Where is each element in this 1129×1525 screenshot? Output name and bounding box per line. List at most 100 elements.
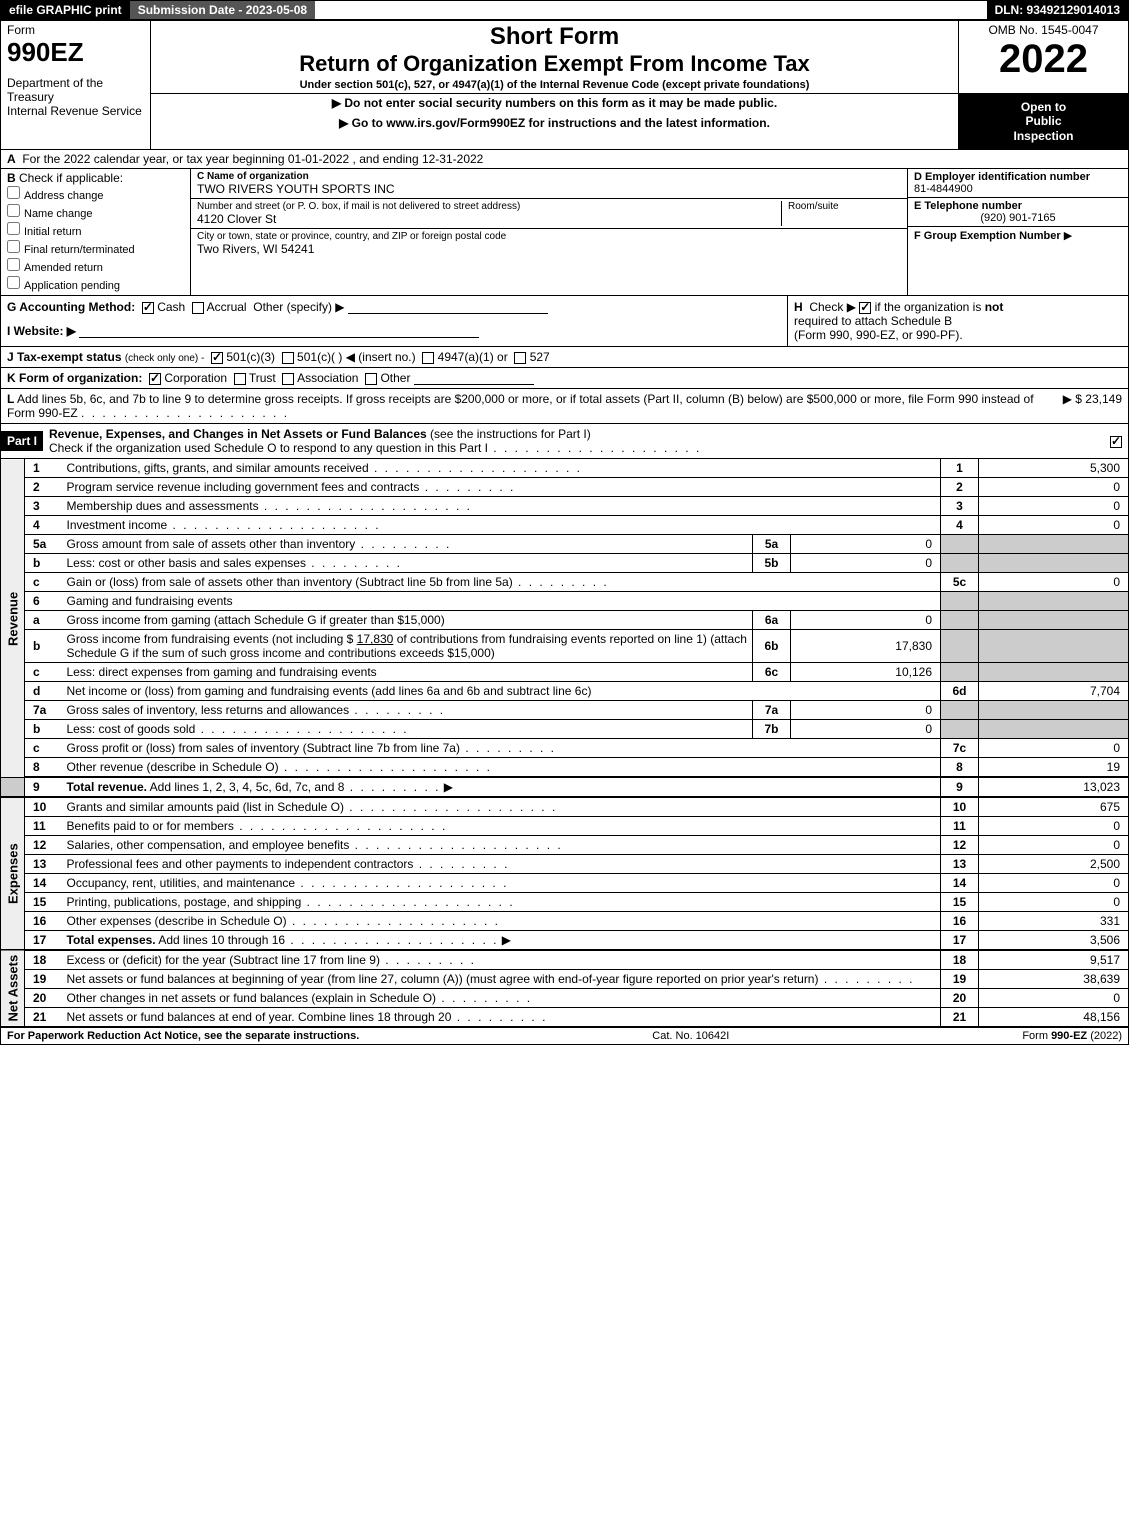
line-20-val: 0 [979, 989, 1129, 1008]
check-527[interactable] [514, 352, 526, 364]
line-15-val: 0 [979, 893, 1129, 912]
gross-receipts: ▶ $ 23,149 [1055, 392, 1122, 420]
part-i-header: Part I Revenue, Expenses, and Changes in… [0, 424, 1129, 459]
other-specify-field[interactable] [348, 300, 548, 314]
footer-right: Form 990-EZ (2022) [1022, 1030, 1122, 1042]
check-final-return[interactable]: Final return/terminated [7, 239, 184, 257]
g-h-row: G Accounting Method: Cash Accrual Other … [0, 296, 1129, 347]
check-cash[interactable] [142, 302, 154, 314]
f-label: F Group Exemption Number [914, 230, 1061, 242]
footer-left: For Paperwork Reduction Act Notice, see … [7, 1030, 359, 1042]
check-accrual[interactable] [192, 302, 204, 314]
line-6d-val: 7,704 [979, 682, 1129, 701]
room-label: Room/suite [788, 201, 901, 212]
line-17-val: 3,506 [979, 931, 1129, 951]
check-initial-return[interactable]: Initial return [7, 221, 184, 239]
check-name-change[interactable]: Name change [7, 203, 184, 221]
line-6a-val: 0 [791, 611, 941, 630]
org-name: TWO RIVERS YOUTH SPORTS INC [197, 182, 901, 196]
line-12-val: 0 [979, 836, 1129, 855]
ssn-warning: ▶ Do not enter social security numbers o… [157, 96, 952, 110]
department: Department of the Treasury [7, 76, 144, 104]
check-trust[interactable] [234, 373, 246, 385]
check-501c[interactable] [282, 352, 294, 364]
section-h: H Check ▶ if the organization is not req… [788, 296, 1128, 346]
tax-year: 2022 [965, 37, 1122, 82]
check-schedule-o[interactable] [1110, 436, 1122, 448]
line-21-val: 48,156 [979, 1008, 1129, 1027]
line-16-val: 331 [979, 912, 1129, 931]
line-2-val: 0 [979, 478, 1129, 497]
i-label: I Website: ▶ [7, 324, 76, 338]
omb: OMB No. 1545-0047 [965, 23, 1122, 37]
expenses-side-label: Expenses [1, 797, 25, 950]
short-form-title: Short Form [157, 23, 952, 51]
telephone: (920) 901-7165 [914, 212, 1122, 224]
e-label: E Telephone number [914, 200, 1122, 212]
line-6b-val: 17,830 [791, 630, 941, 663]
line-7a-val: 0 [791, 701, 941, 720]
section-l: L Add lines 5b, 6c, and 7b to line 9 to … [0, 389, 1129, 424]
check-amended-return[interactable]: Amended return [7, 257, 184, 275]
street-label: Number and street (or P. O. box, if mail… [197, 201, 781, 212]
line-5c-val: 0 [979, 573, 1129, 592]
section-c: C Name of organization TWO RIVERS YOUTH … [191, 169, 908, 295]
check-corporation[interactable] [149, 373, 161, 385]
ein: 81-4844900 [914, 183, 1122, 195]
line-7b-val: 0 [791, 720, 941, 739]
section-g: G Accounting Method: Cash Accrual Other … [1, 296, 788, 346]
open-to-public: Open to Public Inspection [959, 94, 1128, 149]
efile-label[interactable]: efile GRAPHIC print [1, 1, 130, 19]
line-8-val: 19 [979, 758, 1129, 778]
dln: DLN: 93492129014013 [987, 1, 1128, 19]
check-schedule-b[interactable] [859, 302, 871, 314]
other-org-field[interactable] [414, 371, 534, 385]
subtitle: Under section 501(c), 527, or 4947(a)(1)… [157, 79, 952, 91]
check-association[interactable] [282, 373, 294, 385]
line-1-val: 5,300 [979, 459, 1129, 478]
line-6b-contrib: 17,830 [357, 632, 394, 646]
page-footer: For Paperwork Reduction Act Notice, see … [0, 1027, 1129, 1045]
line-3-val: 0 [979, 497, 1129, 516]
revenue-side-label: Revenue [1, 459, 25, 777]
line-10-val: 675 [979, 797, 1129, 817]
check-501c3[interactable] [211, 352, 223, 364]
line-18-val: 9,517 [979, 950, 1129, 970]
check-address-change[interactable]: Address change [7, 185, 184, 203]
city-label: City or town, state or province, country… [197, 231, 901, 242]
net-assets-side-label: Net Assets [1, 950, 25, 1027]
return-title: Return of Organization Exempt From Incom… [157, 51, 952, 77]
topbar-spacer [315, 1, 986, 19]
line-7c-val: 0 [979, 739, 1129, 758]
line-9-val: 13,023 [979, 777, 1129, 797]
line-13-val: 2,500 [979, 855, 1129, 874]
line-14-val: 0 [979, 874, 1129, 893]
line-5b-val: 0 [791, 554, 941, 573]
line-11-val: 0 [979, 817, 1129, 836]
line-4-val: 0 [979, 516, 1129, 535]
website-field[interactable] [79, 324, 479, 338]
footer-center: Cat. No. 10642I [652, 1030, 729, 1042]
part-i-label: Part I [1, 431, 43, 451]
d-label: D Employer identification number [914, 171, 1122, 183]
city: Two Rivers, WI 54241 [197, 242, 901, 256]
check-4947[interactable] [422, 352, 434, 364]
f-arrow: ▶ [1064, 230, 1072, 242]
street: 4120 Clover St [197, 212, 781, 226]
section-d-e-f: D Employer identification number 81-4844… [908, 169, 1128, 295]
check-application-pending[interactable]: Application pending [7, 275, 184, 293]
goto-link[interactable]: ▶ Go to www.irs.gov/Form990EZ for instru… [157, 116, 952, 130]
section-a: A For the 2022 calendar year, or tax yea… [0, 150, 1129, 169]
irs: Internal Revenue Service [7, 104, 144, 118]
line-6c-val: 10,126 [791, 663, 941, 682]
form-word: Form [7, 23, 144, 37]
form-number: 990EZ [7, 37, 144, 68]
check-other-org[interactable] [365, 373, 377, 385]
form-header: Form 990EZ Department of the Treasury In… [0, 20, 1129, 150]
part-i-table: Revenue 1 Contributions, gifts, grants, … [0, 459, 1129, 1027]
section-b: B Check if applicable: Address change Na… [1, 169, 191, 295]
section-k: K Form of organization: Corporation Trus… [0, 368, 1129, 389]
top-bar: efile GRAPHIC print Submission Date - 20… [0, 0, 1129, 20]
submission-date: Submission Date - 2023-05-08 [130, 1, 315, 19]
line-19-val: 38,639 [979, 970, 1129, 989]
